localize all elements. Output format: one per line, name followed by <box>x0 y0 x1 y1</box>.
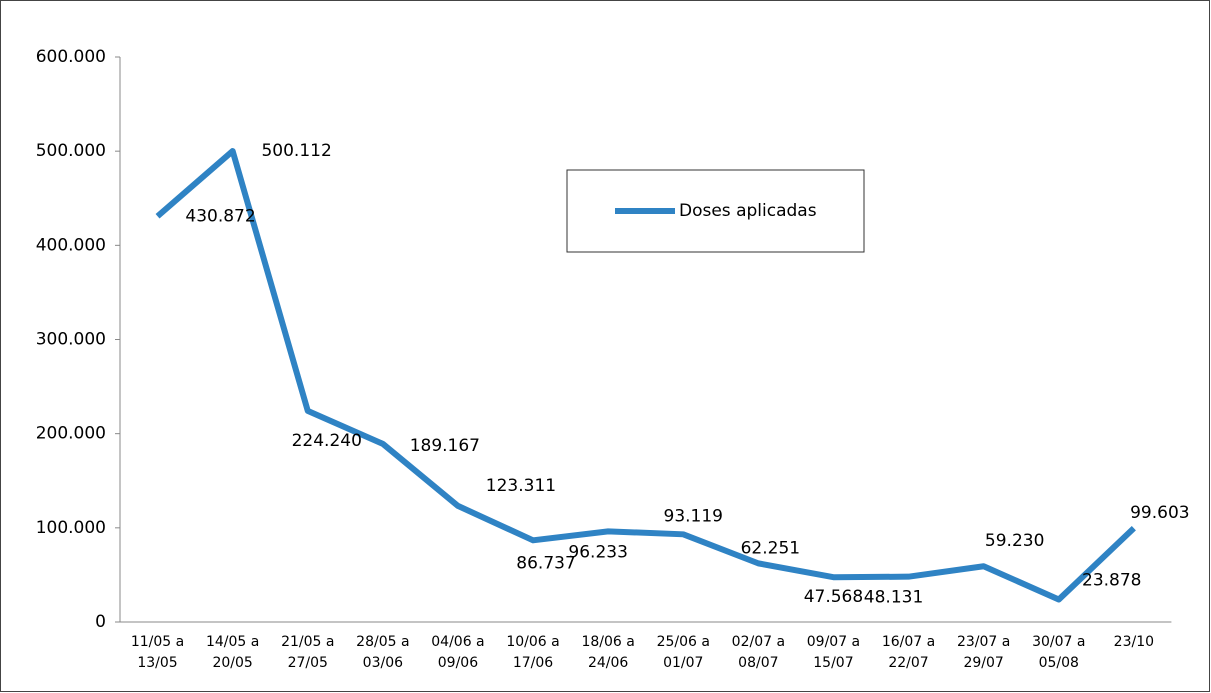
y-tick-label: 600.000 <box>36 47 106 67</box>
x-tick-label: 16/07 a 22/07 <box>882 634 935 671</box>
data-label: 99.603 <box>1130 503 1189 523</box>
data-label: 59.230 <box>985 531 1044 551</box>
x-tick-label: 04/06 a 09/06 <box>431 634 484 671</box>
data-label: 23.878 <box>1082 571 1141 591</box>
x-tick-label: 09/07 a 15/07 <box>807 634 860 671</box>
x-tick-label: 18/06 a 24/06 <box>581 634 634 671</box>
x-tick-label: 23/07 a 29/07 <box>957 634 1010 671</box>
data-label: 430.872 <box>185 206 255 226</box>
data-label: 123.311 <box>486 476 556 496</box>
x-tick-label: 14/05 a 20/05 <box>206 634 259 671</box>
data-label: 86.737 <box>516 553 575 573</box>
x-tick-label: 10/06 a 17/06 <box>506 634 559 671</box>
x-tick-label: 30/07 a 05/08 <box>1032 634 1085 671</box>
y-tick-label: 300.000 <box>36 330 106 350</box>
x-tick-label: 25/06 a 01/07 <box>657 634 710 671</box>
data-label: 93.119 <box>664 506 723 526</box>
x-tick-label: 11/05 a 13/05 <box>131 634 184 671</box>
data-label: 500.112 <box>261 141 331 161</box>
y-tick-label: 100.000 <box>36 518 106 538</box>
legend-label: Doses aplicadas <box>679 201 817 221</box>
series-line <box>155 148 1136 603</box>
data-label: 189.167 <box>410 436 480 456</box>
y-tick-label: 200.000 <box>36 424 106 444</box>
data-label: 96.233 <box>568 542 627 562</box>
data-label: 47.568 <box>804 587 863 607</box>
x-tick-label: 28/05 a 03/06 <box>356 634 409 671</box>
x-tick-label: 21/05 a 27/05 <box>281 634 334 671</box>
x-tick-label: 02/07 a 08/07 <box>732 634 785 671</box>
data-label: 48.131 <box>864 588 923 608</box>
y-tick-label: 400.000 <box>36 235 106 255</box>
data-label: 62.251 <box>741 538 800 558</box>
data-label: 224.240 <box>292 431 362 451</box>
y-tick-label: 0 <box>95 612 106 632</box>
x-tick-label: 23/10 <box>1114 634 1154 650</box>
y-tick-label: 500.000 <box>36 141 106 161</box>
